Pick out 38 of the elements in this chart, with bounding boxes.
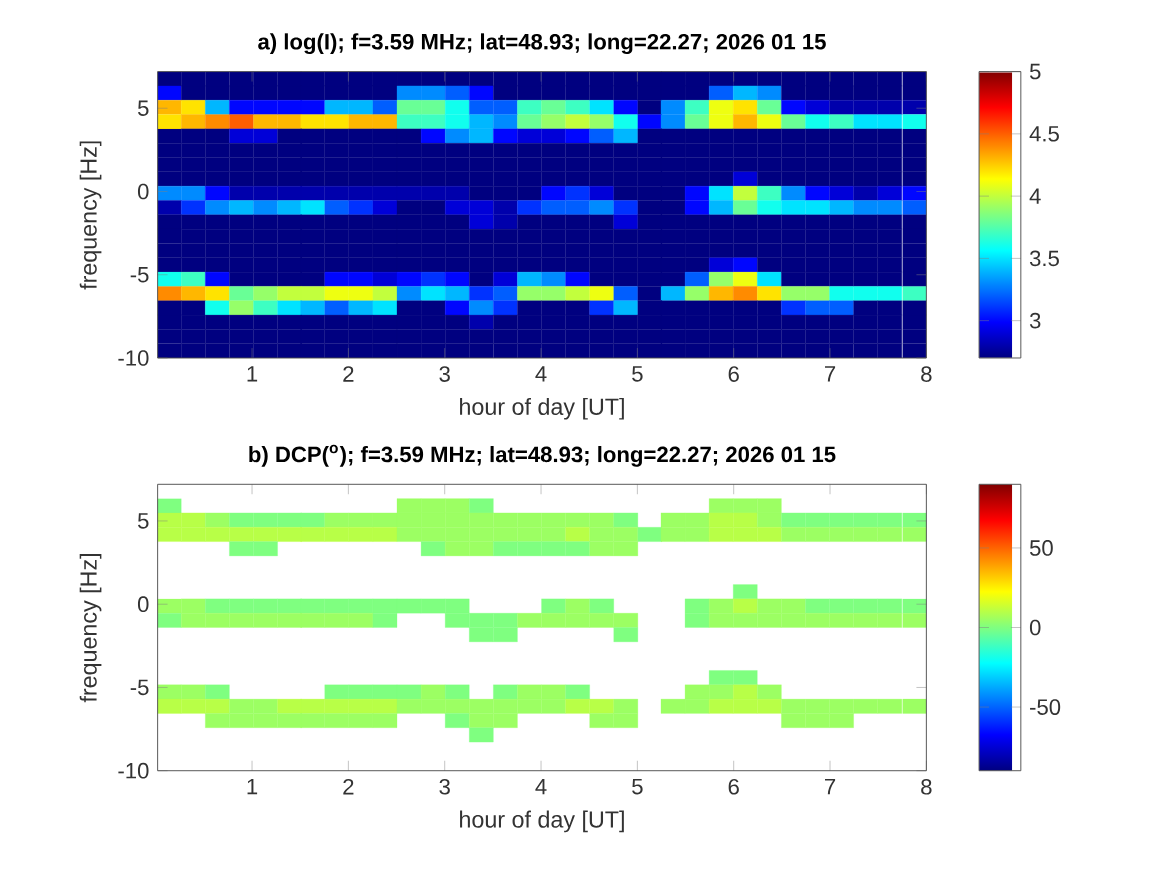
x-tick-label: 6 <box>728 366 739 382</box>
color-bar-label: 0 <box>1029 619 1041 636</box>
y-axis-title: frequency [Hz] <box>79 141 102 290</box>
x-tick-label: 2 <box>343 366 354 382</box>
x-tick-label: 7 <box>825 778 836 795</box>
chart-title: b) DCP($^{o}$); f=3.59 MHz; lat=48.93; long=22.27; 2026 01 15 <box>249 444 836 467</box>
y-tick-label: 0 <box>137 183 149 200</box>
x-axis-title: hour of day [UT] <box>460 397 624 420</box>
color-bar-label: 4.5 <box>1029 126 1059 142</box>
x-tick-label: 3 <box>439 366 450 382</box>
x-tick-label: 4 <box>535 366 547 382</box>
x-tick-label: 6 <box>728 778 739 795</box>
color-bar-label: 50 <box>1029 540 1053 556</box>
x-tick-label: 1 <box>247 366 258 382</box>
x-tick-label: 5 <box>632 366 643 382</box>
color-bar-label: 4 <box>1029 188 1041 204</box>
x-tick-label: 2 <box>343 778 354 795</box>
x-axis-title: hour of day [UT] <box>460 810 624 833</box>
chart-title: a) log(I); f=3.59 MHz; lat=48.93; long=22.27; 2026 01 15 <box>258 33 826 54</box>
y-tick-label: -5 <box>130 266 149 283</box>
x-tick-label: 1 <box>247 778 258 795</box>
y-tick-label: -10 <box>118 350 149 366</box>
y-tick-label: 0 <box>137 596 149 612</box>
x-tick-label: 4 <box>535 778 547 795</box>
color-bar-label: -50 <box>1030 699 1061 715</box>
y-tick-label: -5 <box>130 679 149 696</box>
y-tick-label: 5 <box>137 100 149 116</box>
y-axis-title: frequency [Hz] <box>79 554 102 703</box>
x-tick-label: 3 <box>439 778 450 795</box>
x-tick-label: 8 <box>921 366 932 382</box>
color-bar-label: 3 <box>1029 312 1041 329</box>
x-tick-label: 8 <box>921 778 932 795</box>
y-tick-label: 5 <box>137 513 149 529</box>
color-bar-label: 3.5 <box>1029 250 1059 267</box>
x-tick-label: 7 <box>825 366 836 382</box>
x-tick-label: 5 <box>632 778 643 795</box>
color-bar-label: 5 <box>1029 63 1041 80</box>
y-tick-label: -10 <box>118 762 149 779</box>
